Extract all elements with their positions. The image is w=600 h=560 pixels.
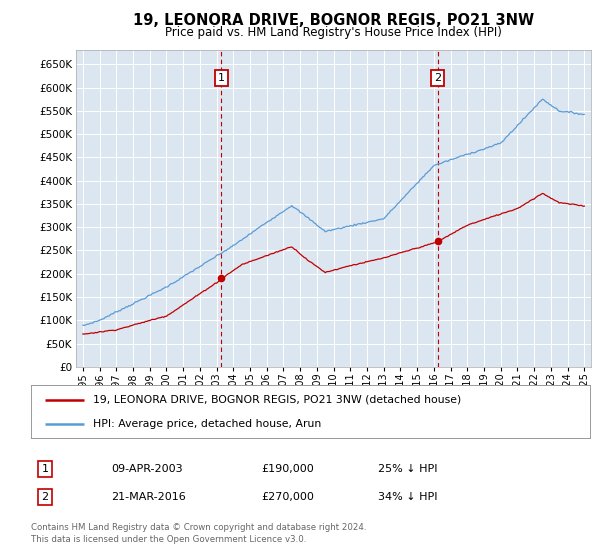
Text: Price paid vs. HM Land Registry's House Price Index (HPI): Price paid vs. HM Land Registry's House … bbox=[165, 26, 502, 39]
Text: £270,000: £270,000 bbox=[261, 492, 314, 502]
Text: 1: 1 bbox=[41, 464, 49, 474]
Text: 19, LEONORA DRIVE, BOGNOR REGIS, PO21 3NW (detached house): 19, LEONORA DRIVE, BOGNOR REGIS, PO21 3N… bbox=[93, 395, 461, 405]
Text: 34% ↓ HPI: 34% ↓ HPI bbox=[378, 492, 437, 502]
Text: 21-MAR-2016: 21-MAR-2016 bbox=[111, 492, 186, 502]
Text: £190,000: £190,000 bbox=[261, 464, 314, 474]
Text: 25% ↓ HPI: 25% ↓ HPI bbox=[378, 464, 437, 474]
Text: 09-APR-2003: 09-APR-2003 bbox=[111, 464, 182, 474]
Text: 19, LEONORA DRIVE, BOGNOR REGIS, PO21 3NW: 19, LEONORA DRIVE, BOGNOR REGIS, PO21 3N… bbox=[133, 13, 534, 27]
Text: 1: 1 bbox=[218, 73, 224, 83]
Text: 2: 2 bbox=[434, 73, 441, 83]
Text: Contains HM Land Registry data © Crown copyright and database right 2024.
This d: Contains HM Land Registry data © Crown c… bbox=[31, 522, 367, 544]
Text: 2: 2 bbox=[41, 492, 49, 502]
Text: HPI: Average price, detached house, Arun: HPI: Average price, detached house, Arun bbox=[93, 419, 321, 429]
